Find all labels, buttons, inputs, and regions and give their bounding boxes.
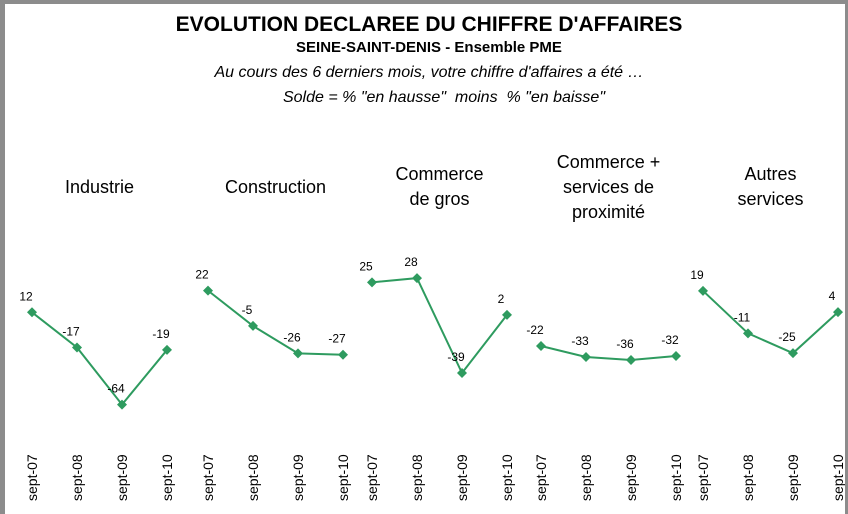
marker [581, 352, 591, 362]
x-tick-label: sept-08 [69, 454, 85, 501]
x-tick-label: sept-09 [290, 454, 306, 501]
line [702, 290, 839, 355]
data-label: -27 [328, 332, 346, 346]
data-label: -19 [152, 327, 170, 341]
panels: 12 sept-07 -17 sept-08 -64 sept-09 -19 sept-10 2… [19, 255, 846, 501]
line [31, 311, 168, 407]
data-label: -39 [447, 350, 465, 364]
x-tick-label: sept-08 [409, 454, 425, 501]
data-label: -17 [62, 325, 80, 339]
x-tick-label: sept-10 [830, 454, 846, 501]
data-label: -32 [661, 333, 679, 347]
panel-title: Construction [224, 176, 327, 197]
chart-title: EVOLUTION DECLAREE DU CHIFFRE D'AFFAIRES [175, 13, 683, 36]
x-tick-label: sept-10 [668, 454, 684, 501]
data-label: 19 [690, 268, 704, 282]
x-tick-label: sept-07 [364, 454, 380, 501]
data-label: -33 [571, 334, 589, 348]
x-tick-label: sept-07 [24, 454, 40, 501]
marker [338, 349, 348, 360]
x-tick-label: sept-08 [245, 454, 261, 501]
definition: Solde = % "en hausse" moins % "en baisse… [282, 89, 605, 106]
x-tick-label: sept-08 [578, 454, 594, 501]
data-label: -11 [734, 310, 751, 324]
marker [833, 307, 843, 318]
line [371, 277, 508, 375]
marker [162, 344, 172, 355]
data-label: 4 [829, 289, 836, 303]
x-tick-label: sept-08 [740, 454, 756, 501]
marker [412, 273, 422, 284]
marker [293, 348, 303, 359]
marker [536, 341, 546, 351]
marker [788, 348, 798, 359]
data-label: -25 [778, 330, 796, 344]
data-label: -64 [107, 382, 125, 396]
question: Au cours des 6 derniers mois, votre chif… [214, 64, 644, 81]
data-label: -36 [616, 337, 634, 351]
panel-title: Commerce de gros [395, 164, 484, 209]
marker [117, 399, 127, 410]
panel-title: Industrie [64, 176, 135, 197]
marker [72, 342, 82, 353]
marker [27, 307, 37, 318]
marker [698, 285, 708, 296]
x-tick-label: sept-09 [785, 454, 801, 501]
data-label: -5 [242, 303, 253, 317]
x-tick-label: sept-10 [499, 454, 515, 501]
chart-subtitle: SEINE-SAINT-DENIS - Ensemble PME [296, 39, 562, 56]
x-tick-label: sept-10 [159, 454, 175, 501]
data-label: 22 [195, 268, 209, 282]
x-tick-label: sept-07 [200, 454, 216, 501]
data-label: 28 [404, 255, 418, 269]
marker [203, 285, 213, 296]
x-tick-label: sept-10 [335, 454, 351, 501]
marker [502, 309, 512, 320]
marker [743, 328, 753, 339]
x-tick-label: sept-07 [533, 454, 549, 501]
marker [671, 351, 681, 361]
x-tick-label: sept-07 [695, 454, 711, 501]
x-tick-label: sept-09 [623, 454, 639, 501]
data-label: 2 [498, 292, 505, 306]
x-tick-label: sept-09 [454, 454, 470, 501]
panel-title: Autres services [737, 164, 804, 209]
marker [626, 355, 636, 365]
data-label: -22 [526, 323, 544, 337]
data-label: 12 [19, 289, 33, 303]
data-label: -26 [283, 330, 301, 344]
data-label: 25 [359, 259, 373, 273]
marker [367, 277, 377, 288]
x-tick-label: sept-09 [114, 454, 130, 501]
line [540, 345, 677, 362]
panel-title: Commerce + services de proximité [556, 151, 661, 222]
marker [248, 320, 258, 331]
marker [457, 368, 467, 378]
line [207, 289, 344, 356]
